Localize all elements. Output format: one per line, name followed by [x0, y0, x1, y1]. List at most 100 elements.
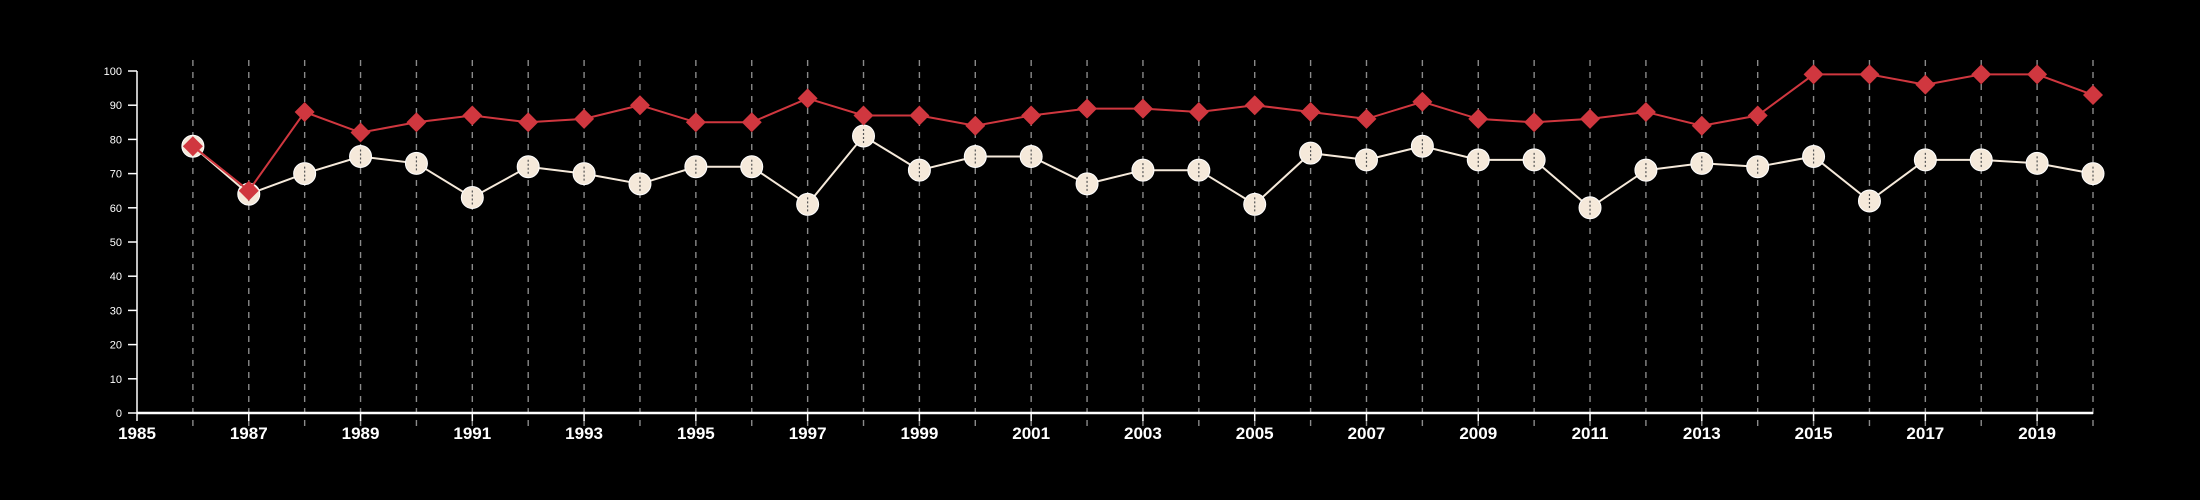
data-point-circle-1991 — [460, 186, 484, 210]
y-tick-label-0: 0 — [116, 408, 122, 420]
data-point-diamond-1989 — [350, 122, 371, 143]
data-point-diamond-2008 — [1412, 91, 1433, 112]
data-point-circle-1988 — [293, 162, 317, 186]
axes: 0 10 20 30 40 50 60 70 80 90 100 1985 1987 1989 1991 19… — [104, 66, 2093, 443]
data-point-circle-2013 — [1690, 151, 1714, 175]
x-tick-label-1991: 1991 — [453, 424, 491, 443]
x-tick-label-1985: 1985 — [118, 424, 156, 443]
data-point-diamond-2017 — [1915, 74, 1936, 95]
data-point-diamond-2000 — [965, 115, 986, 136]
data-point-diamond-2004 — [1188, 102, 1209, 123]
data-point-circle-1989 — [349, 145, 373, 168]
data-point-diamond-2010 — [1524, 112, 1545, 133]
data-point-diamond-2002 — [1077, 98, 1098, 119]
x-tick-label-2013: 2013 — [1683, 424, 1721, 443]
data-point-diamond-2015 — [1803, 64, 1824, 85]
x-tick-label-2001: 2001 — [1012, 424, 1050, 443]
data-point-diamond-1995 — [685, 112, 706, 133]
data-point-diamond-2011 — [1580, 108, 1601, 129]
x-tick-label-2015: 2015 — [1795, 424, 1833, 443]
data-point-circle-2019 — [2025, 151, 2049, 175]
data-point-circle-1998 — [852, 124, 876, 148]
data-point-circle-2008 — [1410, 134, 1434, 158]
y-tick-label-100: 100 — [104, 66, 122, 78]
x-tick-label-1995: 1995 — [677, 424, 715, 443]
data-point-circle-1999 — [907, 158, 931, 182]
data-point-diamond-2007 — [1356, 108, 1377, 129]
data-point-circle-1990 — [404, 151, 428, 175]
data-point-circle-2001 — [1019, 145, 1043, 168]
x-tick-label-1997: 1997 — [789, 424, 827, 443]
y-tick-label-70: 70 — [110, 169, 122, 181]
data-point-diamond-1997 — [797, 88, 818, 109]
series-circle — [181, 124, 2105, 220]
data-point-diamond-2012 — [1635, 102, 1656, 123]
y-tick-label-50: 50 — [110, 237, 122, 249]
data-point-circle-1992 — [516, 155, 540, 179]
data-point-diamond-1990 — [406, 112, 427, 133]
data-point-diamond-1996 — [741, 112, 762, 133]
data-point-circle-2012 — [1634, 158, 1658, 182]
data-point-diamond-1998 — [853, 105, 874, 126]
data-point-circle-2011 — [1578, 196, 1602, 220]
x-tick-label-2009: 2009 — [1459, 424, 1497, 443]
data-point-diamond-1986 — [182, 136, 203, 157]
x-tick-label-2011: 2011 — [1572, 424, 1609, 443]
y-tick-label-60: 60 — [110, 203, 122, 215]
data-point-diamond-2018 — [1971, 64, 1992, 85]
data-point-diamond-2009 — [1468, 108, 1489, 129]
data-point-circle-1994 — [628, 172, 652, 196]
x-tick-label-2005: 2005 — [1236, 424, 1274, 443]
data-point-circle-2010 — [1522, 148, 1546, 172]
data-point-circle-2007 — [1354, 148, 1378, 172]
x-tick-label-1993: 1993 — [565, 424, 603, 443]
data-point-diamond-2020 — [2083, 84, 2103, 105]
data-point-diamond-1991 — [462, 105, 483, 126]
data-point-circle-2015 — [1802, 145, 1826, 168]
data-point-circle-2005 — [1243, 192, 1267, 216]
x-tick-label-1987: 1987 — [230, 424, 268, 443]
data-point-circle-1993 — [572, 162, 596, 186]
x-tick-label-2003: 2003 — [1124, 424, 1162, 443]
data-point-circle-2003 — [1131, 158, 1155, 182]
data-point-circle-1995 — [684, 155, 708, 179]
data-point-diamond-1993 — [574, 108, 595, 129]
data-point-circle-2004 — [1187, 158, 1211, 182]
data-point-diamond-1988 — [294, 102, 315, 123]
data-point-diamond-2016 — [1859, 64, 1880, 85]
data-point-diamond-1987 — [238, 180, 259, 201]
x-tick-label-1999: 1999 — [900, 424, 938, 443]
data-point-diamond-2013 — [1691, 115, 1712, 136]
data-point-circle-2017 — [1913, 148, 1937, 172]
data-point-circle-2009 — [1466, 148, 1490, 172]
data-point-circle-2002 — [1075, 172, 1099, 196]
data-point-circle-2016 — [1857, 189, 1881, 213]
data-point-diamond-1994 — [629, 95, 650, 116]
y-tick-label-90: 90 — [110, 100, 122, 112]
data-point-circle-2018 — [1969, 148, 1993, 172]
data-point-circle-2014 — [1746, 155, 1770, 179]
x-tick-label-2007: 2007 — [1348, 424, 1386, 443]
data-point-diamond-2014 — [1747, 105, 1768, 126]
y-tick-label-10: 10 — [110, 374, 122, 386]
data-point-diamond-2019 — [2027, 64, 2048, 85]
data-point-circle-1996 — [740, 155, 764, 179]
y-tick-label-20: 20 — [110, 340, 122, 352]
data-point-diamond-1992 — [518, 112, 539, 133]
data-point-circle-2006 — [1299, 141, 1323, 165]
y-tick-label-30: 30 — [110, 305, 122, 317]
data-point-diamond-2001 — [1021, 105, 1042, 126]
y-tick-label-40: 40 — [110, 271, 122, 283]
data-point-circle-2000 — [963, 145, 987, 168]
data-point-diamond-2005 — [1244, 95, 1265, 116]
data-point-diamond-1999 — [909, 105, 930, 126]
x-tick-label-2019: 2019 — [2018, 424, 2056, 443]
x-tick-label-2017: 2017 — [1906, 424, 1944, 443]
data-point-circle-1997 — [796, 192, 820, 216]
y-tick-label-80: 80 — [110, 134, 122, 146]
data-point-circle-2020 — [2081, 162, 2105, 186]
series-diamond — [182, 64, 2103, 201]
data-point-diamond-2006 — [1300, 102, 1321, 123]
